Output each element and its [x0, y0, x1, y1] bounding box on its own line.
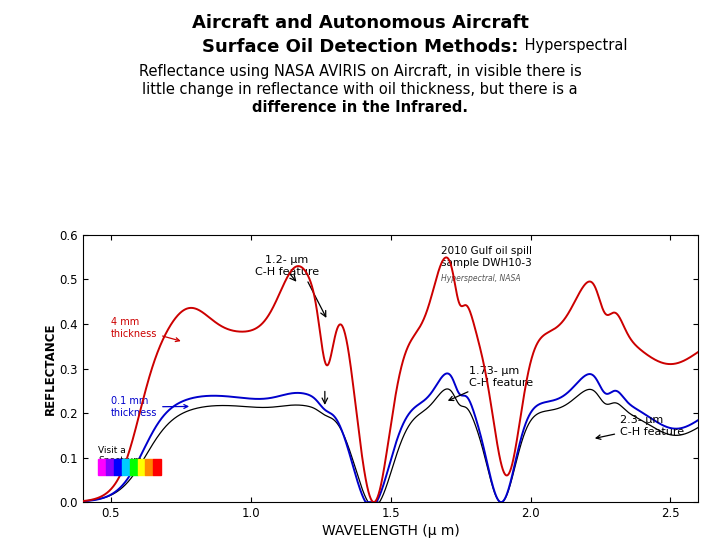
Text: Aircraft and Autonomous Aircraft: Aircraft and Autonomous Aircraft	[192, 14, 528, 31]
Text: 2010 Gulf oil spill
sample DWH10-3: 2010 Gulf oil spill sample DWH10-3	[441, 246, 532, 268]
Text: Hyperspectral, NASA: Hyperspectral, NASA	[441, 274, 521, 282]
Bar	[130, 458, 138, 475]
Bar	[114, 458, 122, 475]
Text: difference in the Infrared.: difference in the Infrared.	[252, 100, 468, 116]
Text: little change in reflectance with oil thickness, but there is a: little change in reflectance with oil th…	[142, 82, 578, 97]
Text: 1.2- μm
C-H feature: 1.2- μm C-H feature	[255, 255, 319, 276]
Bar	[106, 458, 114, 475]
Y-axis label: REFLECTANCE: REFLECTANCE	[43, 322, 57, 415]
Text: Reflectance using NASA AVIRIS on Aircraft, in visible there is: Reflectance using NASA AVIRIS on Aircraf…	[139, 64, 581, 79]
Bar	[145, 458, 153, 475]
Text: Hyperspectral: Hyperspectral	[520, 38, 627, 53]
Text: 1.73- μm
C-H feature: 1.73- μm C-H feature	[449, 366, 533, 401]
Bar	[138, 458, 145, 475]
Bar	[153, 458, 161, 475]
Text: 0.1 mm
thickness: 0.1 mm thickness	[111, 396, 188, 418]
Text: Surface Oil Detection Methods:: Surface Oil Detection Methods:	[202, 38, 518, 56]
Bar	[122, 458, 130, 475]
Text: 2.3- μm
C-H feature: 2.3- μm C-H feature	[596, 415, 684, 440]
Text: Visit a
Spectrum: Visit a Spectrum	[98, 446, 142, 465]
Text: 4 mm
thickness: 4 mm thickness	[111, 318, 179, 341]
Bar	[98, 458, 106, 475]
X-axis label: WAVELENGTH (μ m): WAVELENGTH (μ m)	[322, 524, 459, 538]
